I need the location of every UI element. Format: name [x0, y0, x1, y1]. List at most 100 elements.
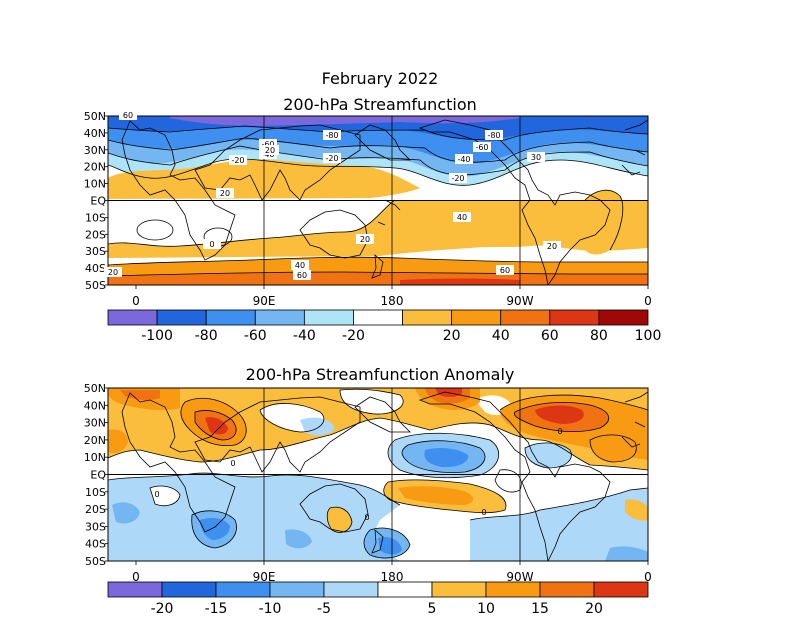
contour-label: 60: [123, 111, 133, 120]
coastlines: [121, 119, 648, 285]
contour-label-bg: [453, 212, 471, 222]
colorbar-swatch: [303, 309, 354, 326]
lat-label: 40S: [85, 538, 106, 551]
lon-label: 0: [644, 294, 652, 308]
panel-title-anomaly: 200-hPa Streamfunction Anomaly: [245, 365, 515, 384]
lon-label: 90W: [506, 294, 533, 308]
contour-label: 20: [547, 242, 557, 251]
figure-title: February 2022: [321, 69, 439, 88]
contour-label: 30: [531, 153, 541, 162]
colorbar-swatch: [485, 581, 541, 598]
colorbar-swatch: [593, 581, 649, 598]
colorbar-swatch: [156, 309, 207, 326]
coastlines: [121, 391, 648, 561]
lat-label: 10S: [85, 486, 106, 499]
contour-fill-band: [378, 537, 402, 555]
contour-lines: [108, 125, 648, 277]
lon-label: 180: [381, 294, 404, 308]
contour-fill-band: [470, 488, 648, 561]
contour-label-bg: [104, 267, 122, 277]
contour-label: 20: [108, 268, 118, 277]
lat-label: 20S: [85, 228, 106, 241]
contour-label-bg: [485, 130, 503, 140]
colorbar-tick-label: -60: [244, 328, 267, 344]
colorbar-tick-label: -80: [195, 328, 218, 344]
lon-label: 0: [132, 570, 140, 584]
contour-fill-band: [205, 417, 228, 435]
contour-label: -60: [475, 143, 488, 152]
contour-label-bg: [323, 153, 341, 163]
colorbar-swatch: [205, 309, 256, 326]
contour-fill-band: [108, 429, 128, 454]
lon-label: 90E: [253, 294, 276, 308]
colorbar-tick-label: 15: [531, 601, 549, 617]
lat-label: 50S: [85, 279, 106, 292]
contour-label-bg: [261, 145, 279, 155]
lat-label: 20N: [84, 434, 106, 447]
contour-label: 60: [500, 266, 510, 275]
lat-label: 50N: [84, 110, 106, 123]
contour-label: -80: [487, 131, 500, 140]
contour-label-bg: [527, 152, 545, 162]
contour-fill-band: [108, 200, 648, 258]
lat-label: 30S: [85, 520, 106, 533]
colorbar-tick-label: 20: [443, 328, 461, 344]
colorbar-swatch: [402, 309, 453, 326]
contour-fill-band: [495, 469, 522, 492]
colorbar-tick-label: 40: [492, 328, 510, 344]
lat-label: 10S: [85, 211, 106, 224]
panel-title-streamfunction: 200-hPa Streamfunction: [283, 95, 477, 114]
colorbar-swatch: [377, 581, 433, 598]
lat-label: 40S: [85, 262, 106, 275]
contour-label: 0: [209, 240, 214, 249]
contour-label: -80: [325, 131, 338, 140]
colorbar-swatch: [539, 581, 595, 598]
contour-fill-band: [398, 486, 474, 505]
contour-label: -20: [231, 156, 244, 165]
contour-label: 40: [295, 261, 305, 270]
contour-label: 0: [230, 459, 235, 468]
contour-label: 0: [481, 508, 486, 517]
lat-label: 50S: [85, 555, 106, 568]
colorbar-swatch: [549, 309, 600, 326]
lon-label: 0: [132, 294, 140, 308]
contour-fill-band: [150, 486, 180, 506]
lat-label: 10N: [84, 178, 106, 191]
colorbar-tick-label: 5: [428, 601, 437, 617]
lat-label: 40N: [84, 399, 106, 412]
contour-fill-band: [108, 473, 400, 561]
colorbar-swatch: [431, 581, 487, 598]
lat-label: 30S: [85, 245, 106, 258]
contour-lines: [108, 388, 648, 559]
contour-label-bg: [356, 234, 374, 244]
contour-fill-band: [200, 518, 230, 540]
lat-label: 20N: [84, 161, 106, 174]
contour-label-bg: [259, 139, 277, 149]
contour-label: 40: [457, 213, 467, 222]
contour-label: -60: [261, 140, 274, 149]
colorbar-tick-label: 80: [590, 328, 608, 344]
contour-fill-band: [327, 507, 352, 533]
contour-label-bg: [473, 142, 491, 152]
contour-label-bg: [291, 260, 309, 270]
contour-label-bg: [229, 155, 247, 165]
colorbar-tick-label: 100: [635, 328, 662, 344]
contour-fill-band: [590, 434, 637, 462]
colorbar-tick-label: -5: [317, 601, 331, 617]
colorbar-swatch: [598, 309, 649, 326]
colorbar-swatch: [161, 581, 217, 598]
contour-label-bg: [543, 241, 561, 251]
contour-label-bg: [496, 265, 514, 275]
lon-label: 180: [381, 570, 404, 584]
contour-fill-band: [170, 116, 520, 126]
colorbar-tick-label: -100: [141, 328, 173, 344]
contour-label: 20: [360, 235, 370, 244]
contour-label: 20: [220, 189, 230, 198]
lat-label: EQ: [90, 469, 106, 482]
contour-label: -20: [451, 174, 464, 183]
contour-label: -20: [325, 154, 338, 163]
contour-label-bg: [203, 239, 221, 249]
contour-label: 0: [364, 513, 369, 522]
contour-label: 0: [557, 427, 562, 436]
contour-fill-band: [605, 546, 648, 561]
